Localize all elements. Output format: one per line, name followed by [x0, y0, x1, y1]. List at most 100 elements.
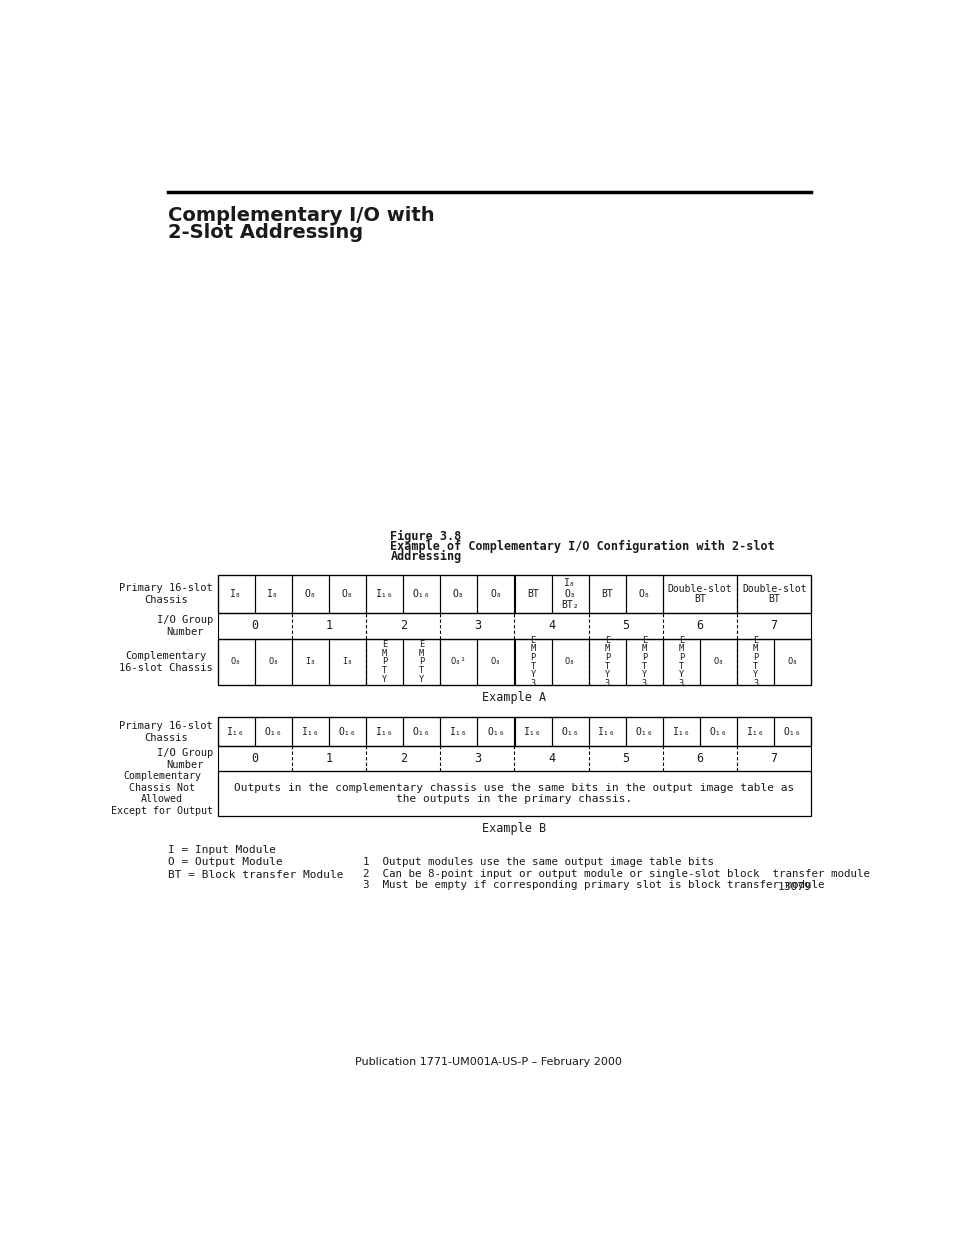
Text: I₁₆: I₁₆ [524, 727, 541, 737]
Bar [737, 574, 810, 614]
Text: I₁₆: I₁₆ [450, 727, 467, 737]
Bar [514, 574, 551, 614]
Bar [551, 574, 588, 614]
Bar [588, 638, 625, 685]
Text: 7: 7 [770, 620, 777, 632]
Bar [737, 718, 774, 746]
Bar [551, 718, 588, 746]
Bar [217, 574, 810, 614]
Text: E
M
P
T
Y: E M P T Y [381, 640, 387, 684]
Bar [217, 638, 254, 685]
Text: I = Input Module: I = Input Module [168, 845, 275, 855]
Text: I₁₆: I₁₆ [301, 727, 319, 737]
Text: O₈: O₈ [341, 589, 353, 599]
Text: O₈: O₈ [231, 657, 241, 667]
Bar [403, 574, 440, 614]
Text: 4: 4 [547, 620, 555, 632]
Bar [700, 638, 737, 685]
Text: E
M
P
T
Y
3: E M P T Y 3 [604, 636, 609, 688]
Bar [366, 638, 403, 685]
Bar [625, 638, 662, 685]
Text: Addressing: Addressing [390, 550, 461, 563]
Text: Complementary
Chassis Not
Allowed
Except for Output: Complementary Chassis Not Allowed Except… [111, 771, 213, 816]
Text: I₁₆: I₁₆ [227, 727, 245, 737]
Text: I₈: I₈ [305, 657, 315, 667]
Text: I₁₆: I₁₆ [598, 727, 616, 737]
Text: 2: 2 [399, 620, 406, 632]
Text: E
M
P
T
Y
3: E M P T Y 3 [641, 636, 646, 688]
Text: 5: 5 [621, 752, 629, 766]
Bar [403, 718, 440, 746]
Text: I₈
O₈
BT₂: I₈ O₈ BT₂ [560, 578, 578, 610]
Text: Double-slot
BT: Double-slot BT [741, 584, 805, 604]
Bar [292, 718, 329, 746]
Bar [774, 718, 810, 746]
Text: 1: 1 [325, 752, 333, 766]
Text: O₈: O₈ [564, 657, 575, 667]
Bar [254, 638, 292, 685]
Bar [625, 718, 662, 746]
Bar [440, 574, 476, 614]
Bar [254, 718, 292, 746]
Text: O₈: O₈ [268, 657, 278, 667]
Text: BT: BT [600, 589, 613, 599]
Bar [476, 638, 514, 685]
Text: 0: 0 [251, 620, 258, 632]
Bar [662, 638, 700, 685]
Bar [514, 718, 551, 746]
Bar [440, 718, 476, 746]
Text: E
M
P
T
Y
3: E M P T Y 3 [679, 636, 683, 688]
Bar [514, 638, 551, 685]
Bar [254, 574, 292, 614]
Text: 4: 4 [547, 752, 555, 766]
Text: Example A: Example A [482, 692, 546, 704]
Bar [403, 638, 440, 685]
Text: Example of Complementary I/O Configuration with 2-slot: Example of Complementary I/O Configurati… [390, 540, 775, 553]
Text: O₈¹: O₈¹ [451, 657, 466, 667]
Text: I/O Group
Number: I/O Group Number [156, 615, 213, 637]
Bar [662, 718, 700, 746]
Bar [440, 638, 476, 685]
Text: 1: 1 [325, 620, 333, 632]
Text: 3: 3 [474, 752, 480, 766]
Text: O₁₆: O₁₆ [709, 727, 726, 737]
Text: 6: 6 [696, 752, 703, 766]
Text: Figure 3.8: Figure 3.8 [390, 530, 461, 543]
Text: O₈: O₈ [304, 589, 316, 599]
Text: E
M
P
T
Y: E M P T Y [418, 640, 424, 684]
Bar [588, 574, 625, 614]
Text: Primary 16-slot
Chassis: Primary 16-slot Chassis [119, 583, 213, 605]
Text: O₁₆: O₁₆ [413, 589, 430, 599]
Text: 13079: 13079 [777, 882, 810, 892]
Bar [329, 574, 366, 614]
Text: O = Output Module: O = Output Module [168, 857, 282, 867]
Bar [366, 574, 403, 614]
Bar [217, 574, 254, 614]
Text: O₈: O₈ [638, 589, 650, 599]
Text: E
M
P
T
Y
3: E M P T Y 3 [530, 636, 536, 688]
Bar [588, 718, 625, 746]
Text: 3: 3 [474, 620, 480, 632]
Text: I₁₆: I₁₆ [746, 727, 763, 737]
Text: 5: 5 [621, 620, 629, 632]
Bar [551, 638, 588, 685]
Text: 6: 6 [696, 620, 703, 632]
Text: 1  Output modules use the same output image table bits: 1 Output modules use the same output ima… [363, 857, 714, 867]
Text: O₈: O₈ [490, 589, 501, 599]
Text: O₁₆: O₁₆ [783, 727, 801, 737]
Text: O₈: O₈ [453, 589, 464, 599]
Text: 2-Slot Addressing: 2-Slot Addressing [168, 222, 363, 242]
Text: BT: BT [527, 589, 538, 599]
Bar [217, 746, 810, 771]
Text: 2  Can be 8-point input or output module or single-slot block  transfer module: 2 Can be 8-point input or output module … [363, 869, 869, 879]
Bar [292, 638, 329, 685]
Bar [217, 638, 810, 685]
Text: 3  Must be empty if corresponding primary slot is block transfer module: 3 Must be empty if corresponding primary… [363, 881, 824, 890]
Bar [662, 574, 737, 614]
Bar [217, 718, 810, 746]
Text: Primary 16-slot
Chassis: Primary 16-slot Chassis [119, 721, 213, 742]
Text: I₁₆: I₁₆ [672, 727, 690, 737]
Bar [737, 638, 774, 685]
Text: O₁₆: O₁₆ [635, 727, 653, 737]
Text: Complementary I/O with: Complementary I/O with [168, 206, 435, 225]
